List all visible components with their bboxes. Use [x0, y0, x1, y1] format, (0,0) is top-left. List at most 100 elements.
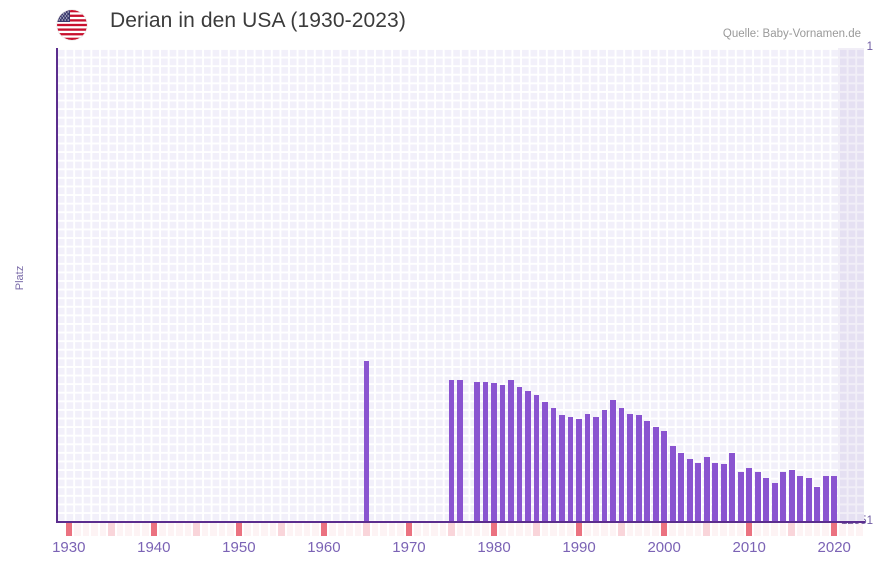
x-tick	[490, 523, 498, 536]
bar	[661, 430, 668, 521]
x-tick	[82, 523, 90, 536]
x-tick	[805, 523, 812, 536]
x-tick	[703, 523, 710, 536]
x-tick	[210, 523, 217, 536]
x-tick-label: 1970	[392, 539, 426, 556]
x-tick	[150, 523, 158, 536]
x-tick	[754, 523, 761, 536]
bar	[533, 394, 540, 521]
bar	[516, 387, 523, 521]
x-tick	[125, 523, 132, 536]
x-tick	[524, 523, 532, 536]
x-tick	[788, 523, 795, 536]
x-tick	[261, 523, 268, 536]
bar	[559, 415, 565, 521]
x-tick	[609, 523, 617, 536]
x-tick	[201, 523, 209, 536]
x-tick	[74, 523, 81, 536]
x-tick-label: 2010	[732, 539, 766, 556]
x-tick	[516, 523, 523, 536]
bar	[448, 379, 455, 521]
x-tick	[388, 523, 396, 536]
shaded-projection-region	[838, 48, 864, 521]
bar	[644, 421, 650, 521]
x-tick	[448, 523, 455, 536]
x-tick	[720, 523, 727, 536]
x-tick	[363, 523, 370, 536]
x-tick	[312, 523, 319, 536]
x-tick-label: 1940	[137, 539, 171, 556]
x-tick-label: 1930	[52, 539, 86, 556]
x-tick	[601, 523, 608, 536]
x-tick	[278, 523, 285, 536]
x-tick	[320, 523, 328, 536]
x-tick	[643, 523, 651, 536]
x-tick	[550, 523, 557, 536]
x-tick	[635, 523, 642, 536]
x-tick	[142, 523, 149, 536]
x-tick	[99, 523, 107, 536]
x-tick	[771, 523, 778, 536]
bar	[729, 453, 736, 521]
y-axis-line	[56, 48, 58, 521]
x-tick	[244, 523, 251, 536]
bar	[542, 402, 548, 521]
x-tick-label: 2000	[647, 539, 681, 556]
x-tick	[184, 523, 192, 536]
x-tick	[847, 523, 855, 536]
x-tick	[422, 523, 430, 536]
x-tick	[193, 523, 200, 536]
bar	[780, 471, 787, 521]
x-tick	[482, 523, 489, 536]
x-tick	[269, 523, 277, 536]
x-tick	[618, 523, 625, 536]
x-tick	[694, 523, 702, 536]
bar	[797, 475, 804, 521]
x-tick	[779, 523, 787, 536]
x-tick	[745, 523, 753, 536]
bar	[695, 462, 702, 521]
x-tick	[856, 523, 863, 536]
us-flag-icon	[57, 10, 87, 40]
bar	[610, 400, 616, 521]
x-tick	[830, 523, 838, 536]
bar	[652, 426, 659, 521]
bar	[363, 360, 370, 521]
x-tick	[397, 523, 404, 536]
x-tick	[91, 523, 98, 536]
bar	[618, 407, 625, 521]
x-tick	[65, 523, 72, 536]
bar	[576, 419, 582, 521]
x-tick	[346, 523, 353, 536]
bar	[669, 445, 676, 521]
bar	[567, 417, 574, 521]
x-tick	[541, 523, 549, 536]
source-label: Quelle: Baby-Vornamen.de	[722, 28, 861, 40]
bar	[499, 385, 506, 521]
x-tick	[303, 523, 311, 536]
bar	[754, 471, 761, 521]
x-tick	[439, 523, 447, 536]
x-tick	[473, 523, 481, 536]
y-tick-label-top: 1	[866, 41, 873, 53]
bar	[593, 417, 599, 521]
bar	[737, 471, 744, 521]
x-tick	[499, 523, 506, 536]
x-tick	[252, 523, 260, 536]
x-tick	[159, 523, 166, 536]
x-tick	[465, 523, 472, 536]
plot-area	[56, 48, 864, 521]
x-tick	[235, 523, 243, 536]
bar	[601, 409, 608, 521]
bar	[635, 415, 642, 521]
bar	[457, 379, 463, 521]
x-tick	[626, 523, 634, 536]
bar	[720, 464, 727, 521]
x-tick	[329, 523, 336, 536]
bar	[788, 470, 795, 521]
x-tick	[133, 523, 141, 536]
x-tick	[796, 523, 804, 536]
x-axis-line	[56, 521, 865, 523]
x-tick	[456, 523, 464, 536]
